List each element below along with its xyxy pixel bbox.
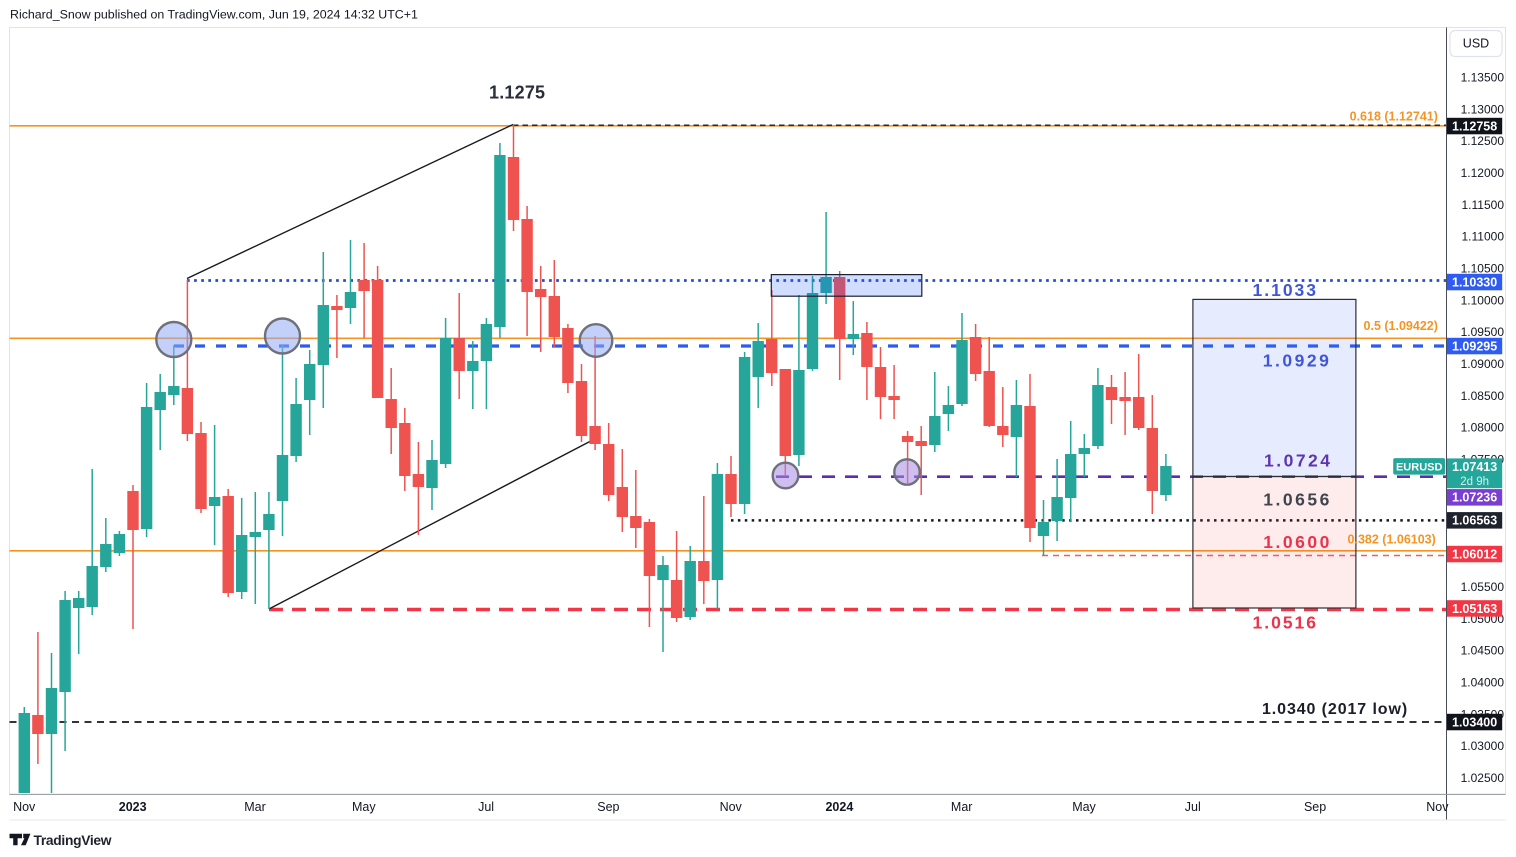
svg-text:1.1275: 1.1275 bbox=[489, 83, 545, 103]
svg-text:1.06563: 1.06563 bbox=[1452, 514, 1497, 528]
svg-text:1.0724: 1.0724 bbox=[1264, 451, 1333, 471]
svg-text:Mar: Mar bbox=[951, 800, 973, 814]
svg-text:EURUSD: EURUSD bbox=[1396, 462, 1443, 474]
svg-text:1.04500: 1.04500 bbox=[1461, 644, 1505, 658]
svg-text:Nov: Nov bbox=[1426, 800, 1449, 814]
svg-text:0.382 (1.06103): 0.382 (1.06103) bbox=[1348, 533, 1436, 547]
svg-text:1.05163: 1.05163 bbox=[1452, 602, 1497, 616]
svg-text:Jul: Jul bbox=[1185, 800, 1201, 814]
svg-text:Nov: Nov bbox=[720, 800, 743, 814]
svg-text:1.0656: 1.0656 bbox=[1263, 490, 1332, 510]
svg-text:May: May bbox=[352, 800, 376, 814]
svg-text:1.12758: 1.12758 bbox=[1452, 119, 1497, 133]
svg-text:1.03000: 1.03000 bbox=[1461, 739, 1505, 753]
svg-text:Sep: Sep bbox=[1304, 800, 1326, 814]
svg-text:1.13500: 1.13500 bbox=[1461, 70, 1505, 84]
svg-text:2d 9h: 2d 9h bbox=[1460, 476, 1489, 488]
svg-text:1.12500: 1.12500 bbox=[1461, 134, 1505, 148]
svg-text:1.10500: 1.10500 bbox=[1461, 262, 1505, 276]
svg-text:1.1033: 1.1033 bbox=[1253, 280, 1319, 300]
svg-text:1.12000: 1.12000 bbox=[1461, 166, 1505, 180]
svg-text:1.0516: 1.0516 bbox=[1253, 613, 1319, 633]
svg-text:1.02500: 1.02500 bbox=[1461, 771, 1505, 785]
svg-text:1.11500: 1.11500 bbox=[1462, 198, 1505, 212]
svg-text:USD: USD bbox=[1463, 37, 1489, 51]
svg-text:1.0929: 1.0929 bbox=[1263, 351, 1332, 371]
svg-text:2023: 2023 bbox=[119, 800, 147, 814]
svg-text:May: May bbox=[1072, 800, 1096, 814]
svg-text:1.05500: 1.05500 bbox=[1461, 580, 1505, 594]
svg-text:1.09000: 1.09000 bbox=[1461, 357, 1505, 371]
svg-text:1.0340 (2017 low): 1.0340 (2017 low) bbox=[1262, 701, 1408, 718]
svg-text:1.09500: 1.09500 bbox=[1461, 325, 1505, 339]
svg-text:1.08000: 1.08000 bbox=[1461, 421, 1505, 435]
svg-text:1.0600: 1.0600 bbox=[1263, 532, 1332, 552]
svg-text:1.11000: 1.11000 bbox=[1462, 230, 1505, 244]
svg-text:1.09295: 1.09295 bbox=[1452, 339, 1497, 353]
svg-text:2024: 2024 bbox=[825, 800, 853, 814]
svg-text:0.618 (1.12741): 0.618 (1.12741) bbox=[1350, 110, 1438, 124]
svg-text:1.04000: 1.04000 bbox=[1461, 675, 1505, 689]
svg-text:Nov: Nov bbox=[13, 800, 36, 814]
svg-text:1.07413: 1.07413 bbox=[1452, 460, 1497, 474]
svg-text:1.13000: 1.13000 bbox=[1461, 102, 1505, 116]
svg-text:1.10000: 1.10000 bbox=[1461, 293, 1505, 307]
svg-text:Jul: Jul bbox=[478, 800, 494, 814]
svg-text:Mar: Mar bbox=[244, 800, 266, 814]
svg-text:1.10330: 1.10330 bbox=[1452, 275, 1497, 289]
svg-text:1.08500: 1.08500 bbox=[1461, 389, 1505, 403]
svg-text:1.06012: 1.06012 bbox=[1452, 547, 1497, 561]
svg-text:Sep: Sep bbox=[597, 800, 619, 814]
svg-text:TradingView: TradingView bbox=[34, 833, 112, 848]
svg-text:1.07236: 1.07236 bbox=[1452, 491, 1497, 505]
svg-text:1.03400: 1.03400 bbox=[1452, 715, 1497, 729]
svg-text:Richard_Snow published on Trad: Richard_Snow published on TradingView.co… bbox=[10, 8, 418, 22]
svg-text:0.5 (1.09422): 0.5 (1.09422) bbox=[1364, 319, 1438, 333]
